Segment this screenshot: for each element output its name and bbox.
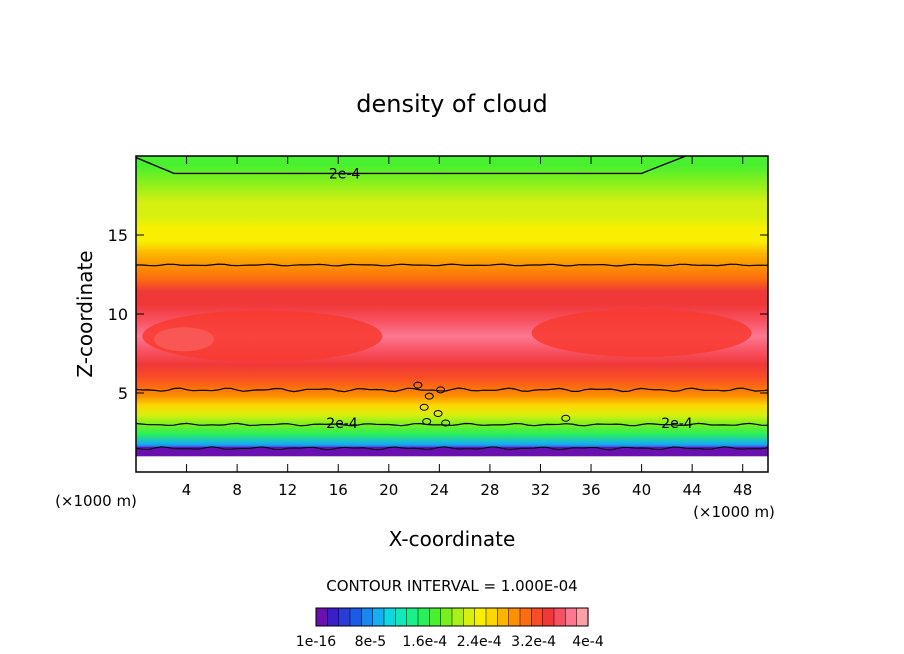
contour-blob [413,381,423,389]
contour-line [136,422,768,427]
colorbar-swatch [417,607,430,627]
colorbar-label: 3.2e-4 [511,634,556,650]
contour-line [136,446,768,451]
colorbar-label: 2.4e-4 [457,634,502,650]
colorbar-swatch [395,607,408,627]
y-tick-label: 5 [118,384,128,403]
contour-blob [419,403,429,411]
contour-line [136,156,687,175]
colorbar-swatch [474,607,487,627]
x-tick-label: 16 [329,481,348,499]
colorbar-swatch [542,607,555,627]
colorbar-swatch [429,607,442,627]
x-tick-label: 4 [182,481,192,499]
colorbar-swatch [576,607,589,627]
colorbar-label: 1e-16 [296,634,336,650]
contour-line [136,263,768,267]
x-tick-label: 12 [278,481,297,499]
x-tick-label: 24 [430,481,449,499]
contour-blob [424,392,434,400]
contour-label: 2e-4 [329,166,361,182]
ground-gap [136,456,768,472]
x-unit-left: (×1000 m) [55,492,137,510]
contour-blob [561,414,571,422]
y-axis-label: Z-coordinate [73,250,97,377]
colorbar-swatch [327,607,340,627]
colorbar-label: 8e-5 [355,634,386,650]
core-highlight [154,327,215,352]
colorbar-swatch [565,607,578,627]
contour-blob [422,417,432,425]
violet-base [136,446,768,457]
x-axis-label: X-coordinate [389,527,516,551]
contour-interval-text: CONTOUR INTERVAL = 1.000E-04 [326,577,577,595]
x-tick-label: 40 [632,481,651,499]
colorbar-swatch [519,607,532,627]
colorbar-swatch [361,607,374,627]
x-tick-label: 44 [683,481,702,499]
contour-lines [136,156,768,451]
colorbar-frame [315,607,589,627]
contour-blob [433,410,443,418]
contour-line [136,387,768,393]
colorbar-swatch [497,607,510,627]
colorbar-swatch [372,607,385,627]
contour-blob [441,419,451,427]
plot-area [136,156,768,472]
x-axis-ticks: 4 8 12 16 20 24 28 32 36 40 44 48 [182,156,752,499]
colorbar-swatch [406,607,419,627]
contour-blob [436,386,446,394]
chart-title: density of cloud [356,90,547,118]
colorbar-swatch [338,607,351,627]
contour-label: 2e-4 [326,416,358,432]
colorbar-swatch [315,607,328,627]
contour-labels: 2e-4 2e-4 2e-4 [326,166,693,432]
colorbar-swatch [463,607,476,627]
colorbar-swatch [531,607,544,627]
y-tick-label: 15 [108,226,128,245]
contour-label: 2e-4 [661,416,693,432]
colorbar-swatch [508,607,521,627]
colorbar-label: 4e-4 [572,634,604,650]
colorbar-swatch [451,607,464,627]
x-unit-right: (×1000 m) [693,503,775,521]
field-details [136,308,768,472]
colorbar-label: 1.6e-4 [402,634,447,650]
x-tick-label: 20 [379,481,398,499]
colorbar-swatch [383,607,396,627]
colorbar-swatch [349,607,362,627]
x-tick-label: 28 [480,481,499,499]
colorbar-swatch [485,607,498,627]
y-tick-label: 10 [108,305,128,324]
colorbar-swatch [440,607,453,627]
x-tick-label: 8 [232,481,242,499]
colorbar-labels: 1e-16 8e-5 1.6e-4 2.4e-4 3.2e-4 4e-4 [296,634,604,650]
core-blob [142,310,383,363]
core-blob [531,308,752,357]
x-tick-label: 32 [531,481,550,499]
x-tick-label: 48 [733,481,752,499]
y-axis-ticks: 5 10 15 [108,226,768,403]
colorbar-swatch [553,607,566,627]
colorbar [315,607,589,627]
x-tick-label: 36 [581,481,600,499]
